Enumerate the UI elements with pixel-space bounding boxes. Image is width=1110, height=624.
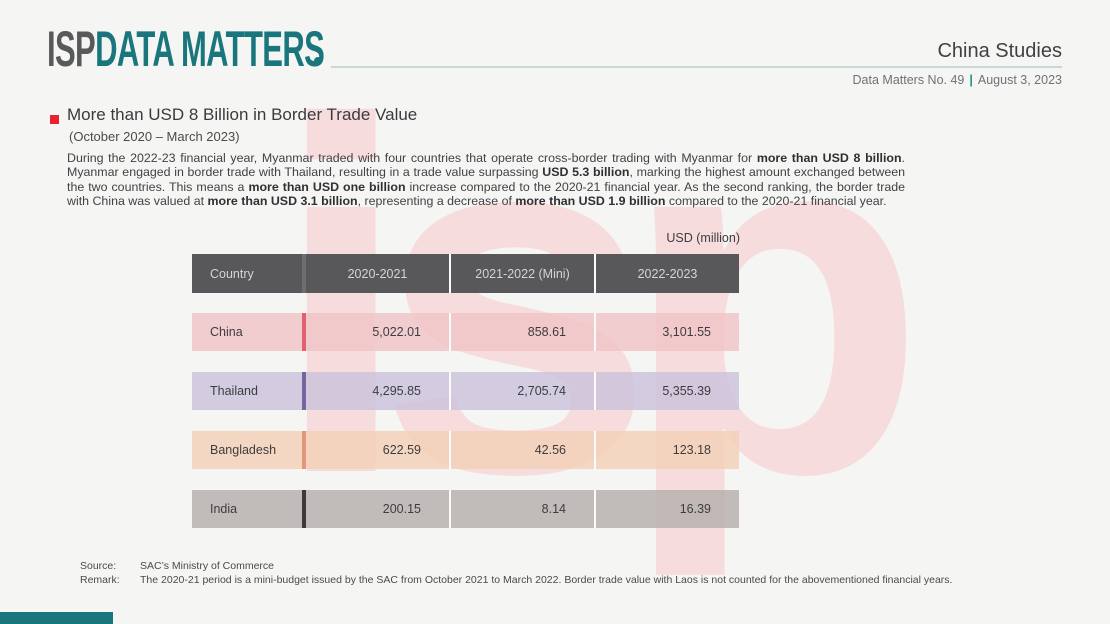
country-cell: Thailand	[192, 372, 302, 410]
value-cell: 16.39	[596, 490, 739, 528]
footer-accent-bar	[0, 612, 113, 624]
country-cell: China	[192, 313, 302, 351]
value-cell: 123.18	[596, 431, 739, 469]
issue-date: August 3, 2023	[977, 73, 1062, 87]
paragraph-text: During the 2022-23 financial year, Myanm…	[67, 151, 757, 165]
paragraph-bold-text: more than USD 1.9 billion	[515, 193, 666, 208]
header-rule	[331, 66, 1062, 68]
source-row: Source: SAC’s Ministry of Commerce	[80, 559, 952, 573]
paragraph-text: . Myanmar engaged in border trade with T…	[67, 151, 905, 180]
cell-gap	[449, 490, 451, 528]
country-cell: Bangladesh	[192, 431, 302, 469]
country-cell: India	[192, 490, 302, 528]
table-row: Bangladesh 622.59 42.56 123.18	[192, 431, 739, 469]
value-cell: 622.59	[306, 431, 449, 469]
value-cell: 200.15	[306, 490, 449, 528]
value-cell: 2,705.74	[451, 372, 594, 410]
value-cell: 4,295.85	[306, 372, 449, 410]
page-subtitle: (October 2020 – March 2023)	[69, 129, 240, 144]
paragraph-text: , marking the highest amount exchanged b…	[67, 165, 905, 194]
cell-gap	[449, 313, 451, 351]
remark-value: The 2020-21 period is a mini-budget issu…	[140, 574, 953, 586]
logo-dot-icon	[314, 57, 322, 65]
value-cell: 3,101.55	[596, 313, 739, 351]
paragraph-bold-text: USD 5.3 billion	[542, 165, 630, 180]
value-cell: 5,022.01	[306, 313, 449, 351]
table-row: China 5,022.01 858.61 3,101.55	[192, 313, 739, 351]
paragraph-bold-text: more than USD one billion	[248, 179, 406, 194]
row-accent-bar	[302, 372, 306, 410]
table-header-row: Country 2020-2021 2021-2022 (Mini) 2022-202…	[192, 254, 739, 293]
column-header-country: Country	[192, 254, 302, 293]
cell-gap	[594, 490, 596, 528]
table-body: China 5,022.01 858.61 3,101.55 Thailand 4,295…	[192, 313, 739, 528]
remark-row: Remark: The 2020-21 period is a mini-bud…	[80, 573, 952, 587]
notes: Source: SAC’s Ministry of Commerce Remar…	[80, 559, 952, 587]
logo-primary-text: ISP	[47, 21, 96, 77]
paragraph-text: increase compared to the 2020-21 financi…	[67, 179, 905, 208]
remark-label: Remark:	[80, 574, 120, 586]
unit-label: USD (million)	[666, 231, 740, 245]
value-cell: 8.14	[451, 490, 594, 528]
table-row: India 200.15 8.14 16.39	[192, 490, 739, 528]
issue-number: Data Matters No. 49	[852, 73, 965, 87]
column-header-year: 2022-2023	[596, 254, 739, 293]
column-header-year: 2020-2021	[306, 254, 449, 293]
cell-gap	[594, 431, 596, 469]
value-cell: 5,355.39	[596, 372, 739, 410]
header-divider	[302, 254, 306, 293]
column-header-year: 2021-2022 (Mini)	[451, 254, 594, 293]
source-value: SAC’s Ministry of Commerce	[140, 560, 274, 572]
program-title: China Studies	[937, 40, 1062, 62]
table-row: Thailand 4,295.85 2,705.74 5,355.39	[192, 372, 739, 410]
value-cell: 858.61	[451, 313, 594, 351]
paragraph-text: , representing a decrease of	[357, 193, 516, 208]
cell-gap	[449, 431, 451, 469]
row-accent-bar	[302, 431, 306, 469]
cell-gap	[594, 372, 596, 410]
paragraph-bold-text: more than USD 3.1 billion	[207, 193, 358, 208]
source-label: Source:	[80, 560, 117, 572]
row-accent-bar	[302, 490, 306, 528]
cell-gap	[449, 372, 451, 410]
paragraph-bold-text: more than USD 8 billion	[756, 151, 902, 165]
page-title: More than USD 8 Billion in Border Trade …	[67, 105, 418, 124]
value-cell: 42.56	[451, 431, 594, 469]
logo: ISPDATA MATTERS	[47, 21, 325, 77]
paragraph-text: compared to the 2020-21 financial year.	[665, 193, 887, 208]
trade-table: Country 2020-2021 2021-2022 (Mini) 2022-202…	[192, 254, 739, 528]
cell-gap	[594, 254, 596, 293]
body-paragraph: During the 2022-23 financial year, Myanm…	[67, 151, 905, 208]
row-accent-bar	[302, 313, 306, 351]
logo-secondary-text: DATA MATTERS	[95, 21, 325, 77]
cell-gap	[594, 313, 596, 351]
meta-separator: |	[969, 73, 973, 87]
cell-gap	[449, 254, 451, 293]
issue-meta: Data Matters No. 49 | August 3, 2023	[853, 73, 1062, 87]
title-bullet-icon	[50, 115, 59, 124]
